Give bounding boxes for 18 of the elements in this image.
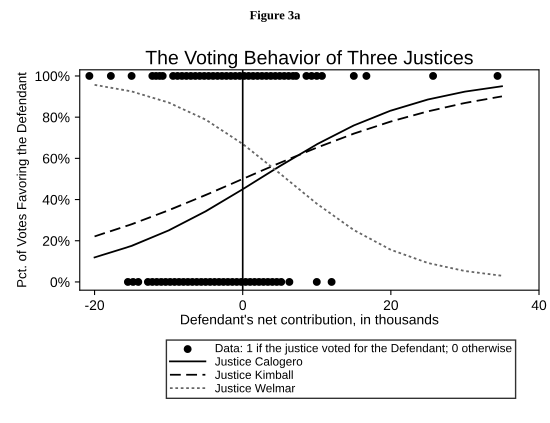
legend-label: Data: 1 if the justice voted for the Defendant; 0 otherwise xyxy=(216,344,512,355)
x-tick-label: 0 xyxy=(239,300,246,310)
y-tick-label: 0% xyxy=(50,277,70,288)
legend-label: Justice Calogero xyxy=(214,356,302,368)
legend-label: Justice Welmar xyxy=(214,384,296,392)
y-tick-label: 20% xyxy=(42,236,70,246)
y-tick-label: 40% xyxy=(42,194,70,205)
legend-label: Justice Kimball xyxy=(214,370,293,380)
y-tick-label: 60% xyxy=(42,154,70,164)
caption: Figure 3a xyxy=(250,10,300,22)
x-axis-title: Defendant's net contribution, in thousands xyxy=(181,314,438,326)
x-tick-label: 20 xyxy=(384,300,398,310)
x-tick-label: -20 xyxy=(85,300,104,310)
y-tick-label: 100% xyxy=(36,71,70,82)
x-tick-label: 40 xyxy=(532,300,546,310)
chart-title: The Voting Behavior of Three Justices xyxy=(146,50,473,68)
y-axis-title: Pct. of Votes Favoring the Defendant xyxy=(16,72,29,287)
y-tick-label: 80% xyxy=(42,112,70,122)
